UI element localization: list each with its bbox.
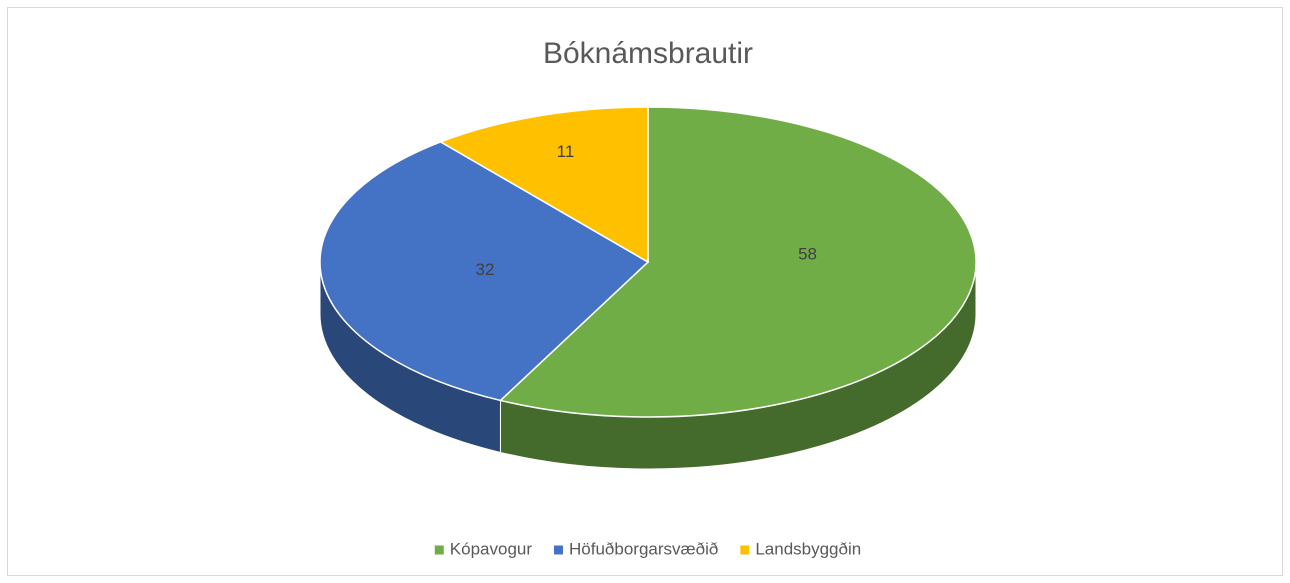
slice <box>438 106 649 264</box>
value-label: 32 <box>476 260 495 279</box>
value-label: 11 <box>557 142 575 161</box>
value-labels: 58 32 11 <box>476 142 818 279</box>
pie-tops <box>319 106 977 418</box>
legend-label: Landsbyggðin <box>755 539 861 558</box>
legend: Kópavogur Höfuðborgarsvæðið Landsbyggðin <box>434 539 861 558</box>
legend-swatch <box>740 545 750 555</box>
slice <box>498 106 977 418</box>
legend-label: Höfuðborgarsvæðið <box>569 539 718 558</box>
legend-swatch <box>434 545 444 555</box>
value-label: 58 <box>798 244 817 263</box>
legend-label: Kópavogur <box>450 539 533 558</box>
chart-title: Bóknámsbrautir <box>543 37 753 70</box>
legend-swatch <box>554 545 564 555</box>
slice <box>319 141 650 402</box>
